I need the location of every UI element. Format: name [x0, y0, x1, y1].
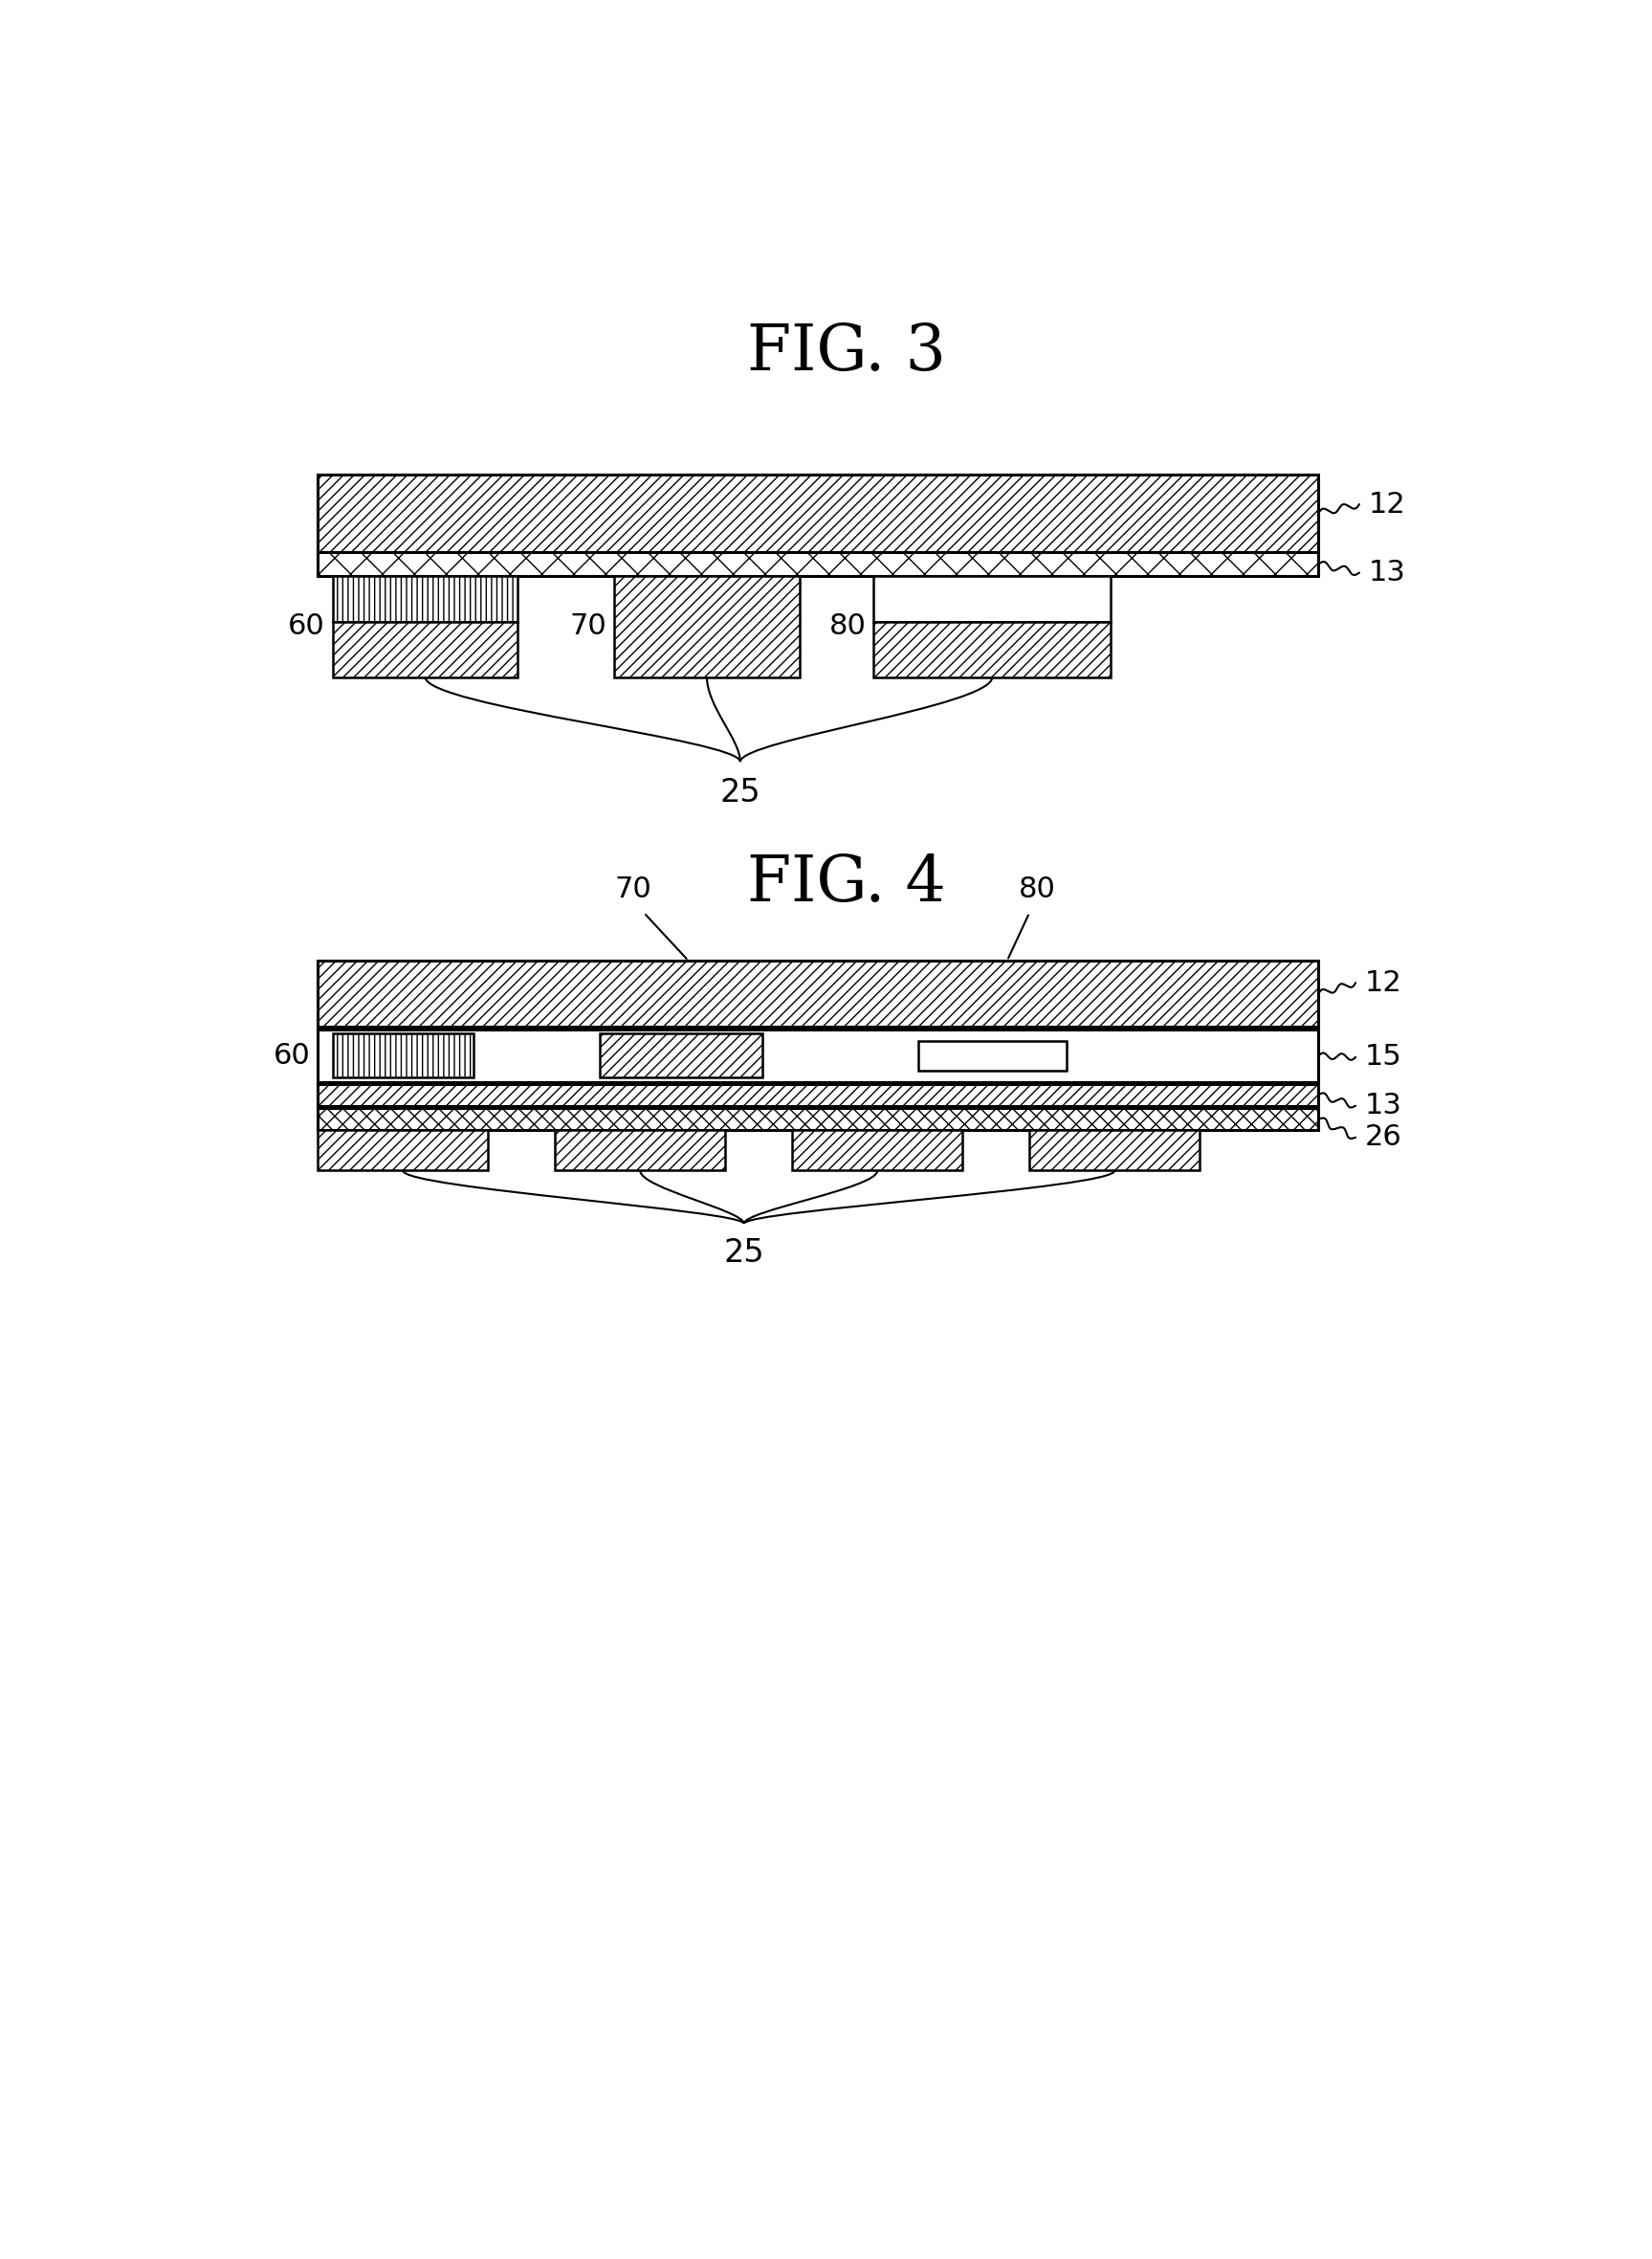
Text: 60: 60 — [287, 612, 325, 642]
Text: 15: 15 — [1365, 1044, 1401, 1071]
Bar — [600, 1035, 763, 1078]
Bar — [317, 1030, 1318, 1082]
Bar — [317, 551, 1318, 576]
Text: 12: 12 — [1365, 969, 1401, 996]
Text: 25: 25 — [724, 1238, 765, 1270]
Text: FIG. 3: FIG. 3 — [747, 321, 947, 384]
Text: 13: 13 — [1368, 558, 1406, 587]
Text: 80: 80 — [829, 612, 866, 642]
Text: 25: 25 — [720, 777, 760, 809]
Text: 80: 80 — [1018, 876, 1056, 904]
Bar — [874, 576, 1110, 621]
Bar — [317, 960, 1318, 1028]
Bar — [317, 474, 1318, 551]
Bar — [615, 576, 800, 678]
Text: 26: 26 — [1365, 1123, 1401, 1152]
Bar — [332, 576, 517, 621]
Bar — [317, 1084, 1318, 1107]
Text: 60: 60 — [273, 1041, 311, 1069]
Bar — [1029, 1130, 1199, 1170]
Bar — [317, 1107, 1318, 1130]
Bar — [555, 1130, 725, 1170]
Text: 12: 12 — [1368, 490, 1406, 517]
Bar — [332, 1035, 474, 1078]
Text: 70: 70 — [570, 612, 606, 642]
Bar — [793, 1130, 963, 1170]
Text: FIG. 4: FIG. 4 — [747, 852, 947, 915]
Bar — [874, 621, 1110, 678]
Bar — [919, 1041, 1067, 1071]
Text: 13: 13 — [1365, 1091, 1401, 1120]
Bar — [317, 1130, 489, 1170]
Bar — [332, 621, 517, 678]
Text: 70: 70 — [615, 876, 651, 904]
